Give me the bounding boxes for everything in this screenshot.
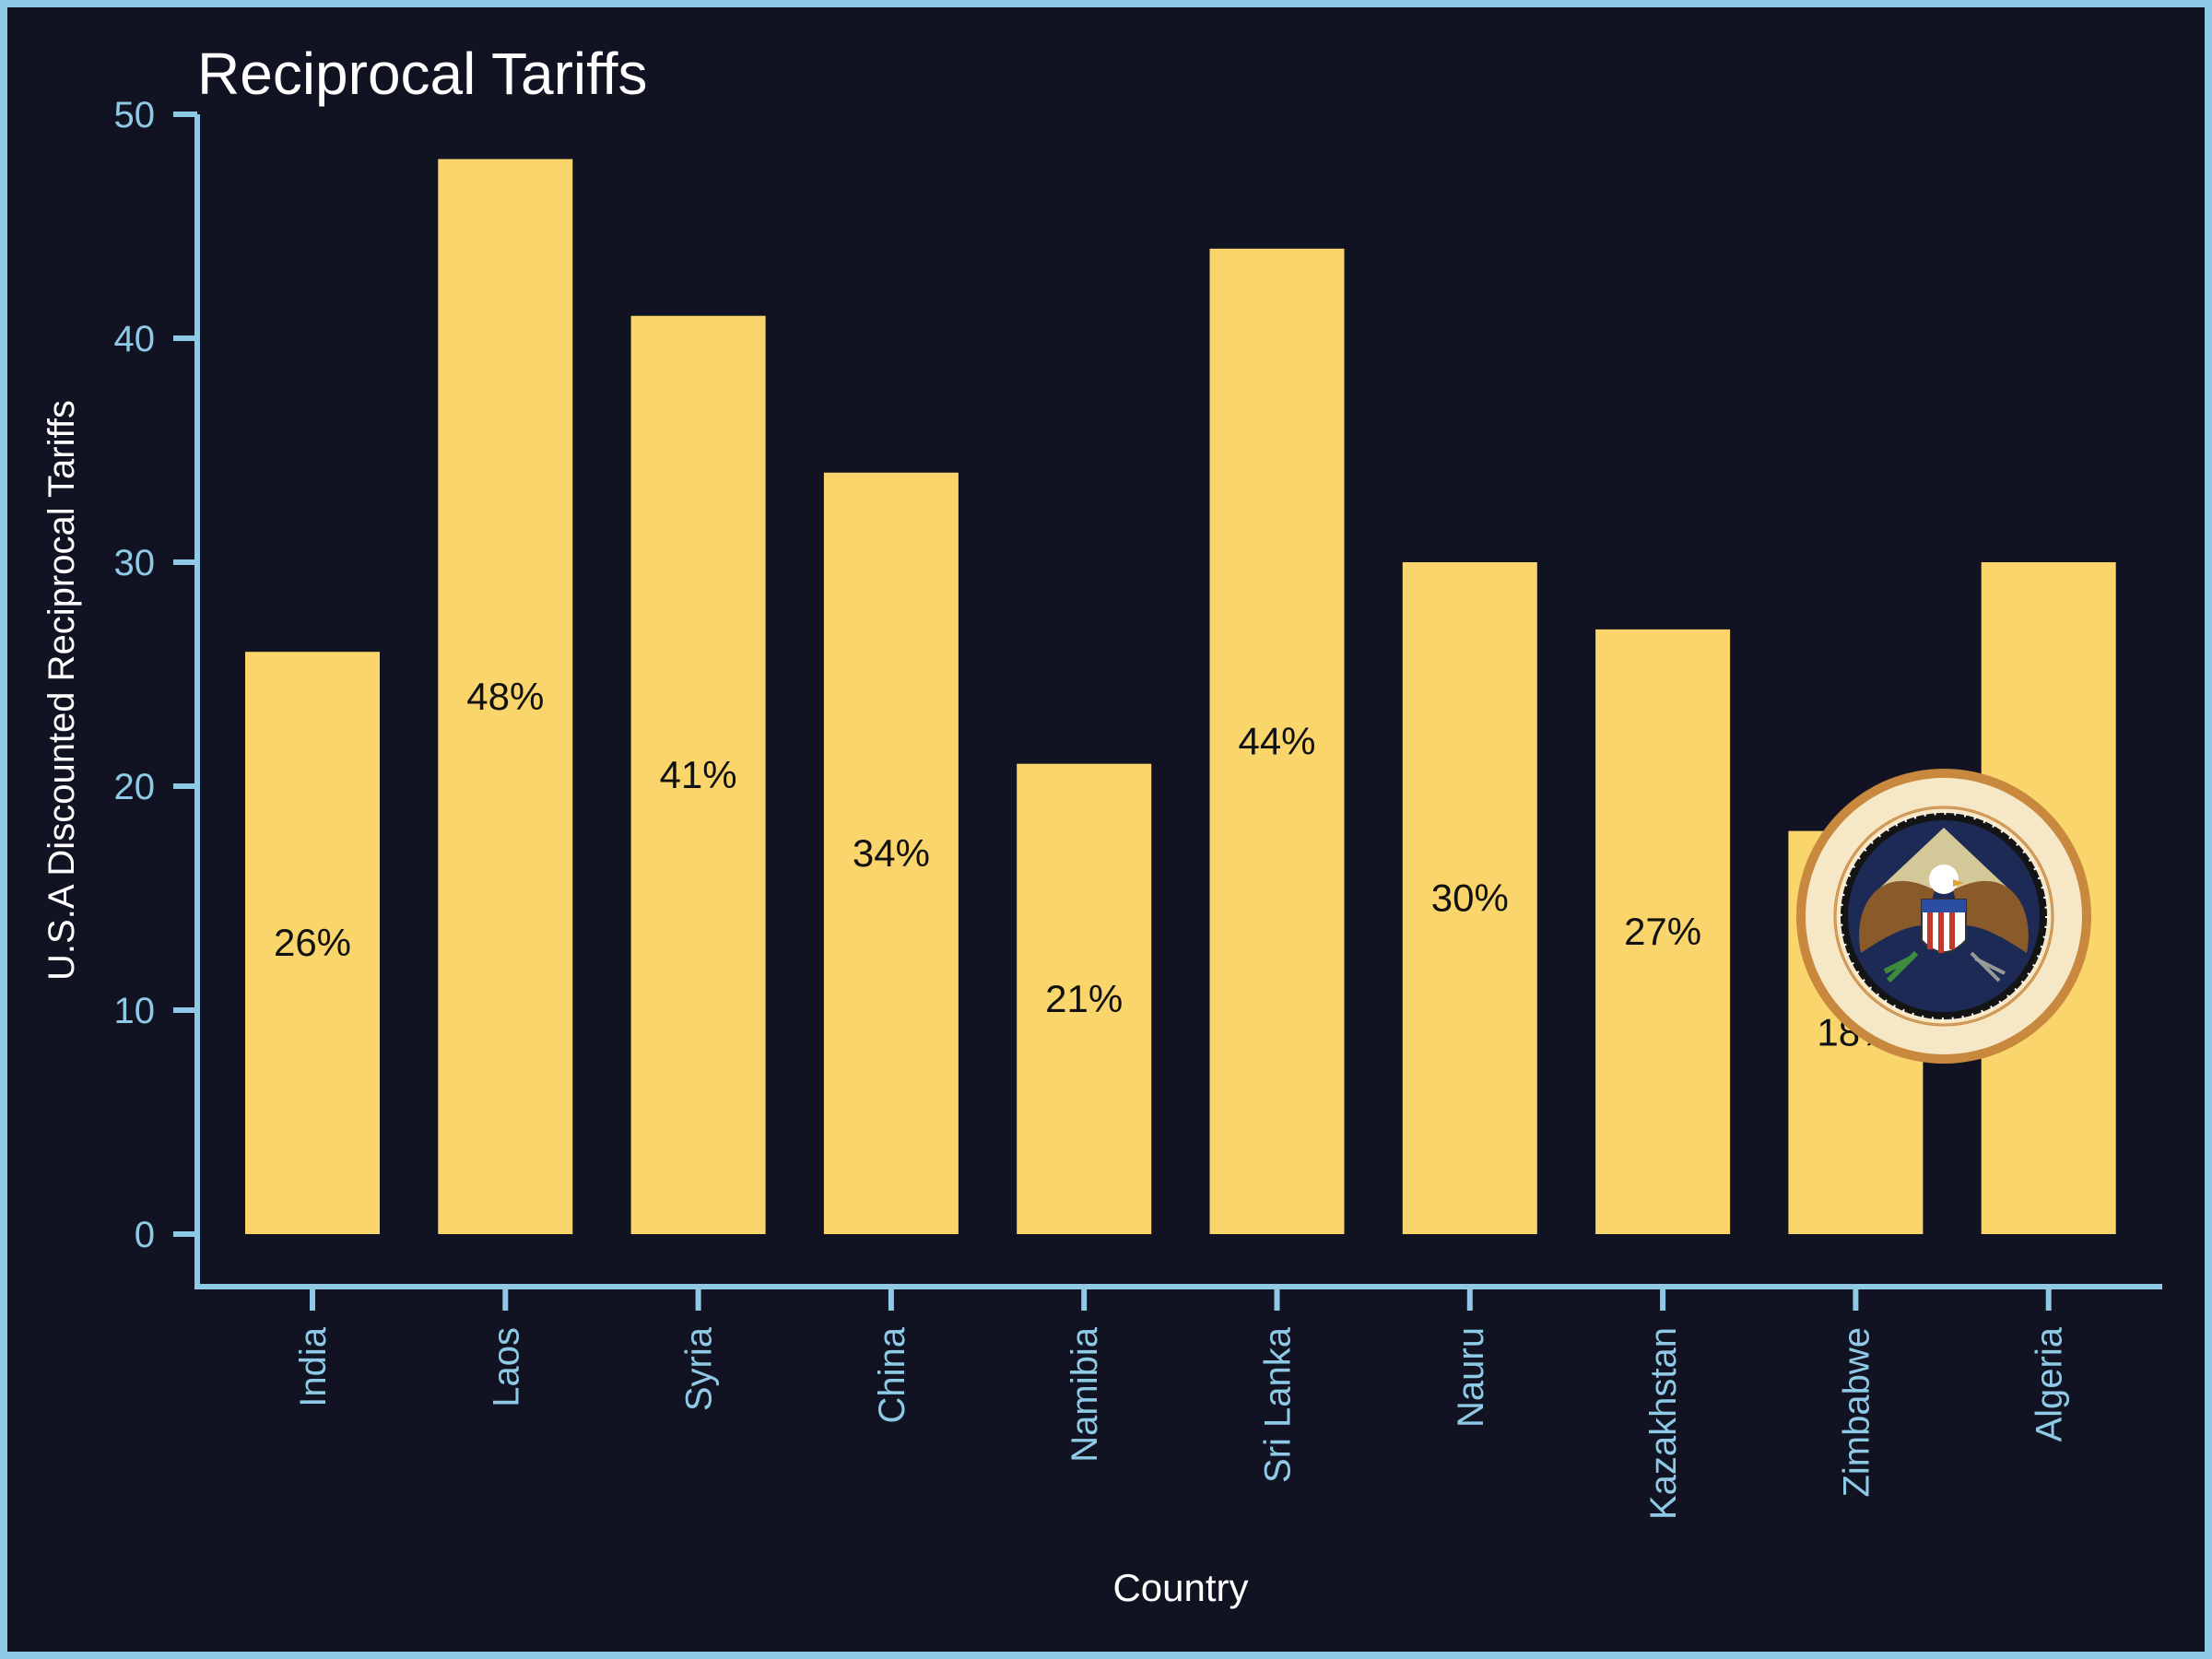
axes — [194, 114, 2162, 1289]
chart-title: Reciprocal Tariffs — [197, 41, 648, 107]
x-tick-label: Kazakhstan — [1643, 1327, 1684, 1520]
y-ticks: 0 10 20 30 40 50 — [114, 95, 197, 1255]
y-axis-label: U.S.A Discounted Reciprocal Tariffs — [41, 400, 82, 981]
x-tick-label: China — [872, 1326, 912, 1423]
x-tick-label: Nauru — [1451, 1327, 1491, 1428]
bar-data-label: 48% — [466, 675, 544, 718]
bar-data-label: 21% — [1045, 977, 1123, 1020]
x-tick-label: Sri Lanka — [1258, 1326, 1299, 1483]
bars — [245, 159, 2116, 1235]
bar-data-label: 27% — [1624, 910, 1701, 953]
bar-data-label: 26% — [274, 921, 351, 964]
x-tick-label: Zimbabwe — [1836, 1327, 1877, 1498]
y-tick-label: 20 — [114, 767, 156, 807]
bar-data-label: 41% — [660, 753, 737, 796]
bar-data-label: 30% — [1431, 877, 1509, 920]
y-tick-label: 50 — [114, 95, 156, 135]
bar — [1017, 763, 1152, 1234]
y-tick-label: 40 — [114, 319, 156, 359]
bar — [438, 159, 573, 1235]
x-tick-label: Algeria — [2030, 1326, 2070, 1441]
x-tick-label: Laos — [486, 1327, 526, 1407]
x-tick-label: Syria — [679, 1326, 720, 1411]
bar — [630, 315, 766, 1234]
x-axis-label: Country — [1112, 1566, 1248, 1609]
bar-data-label: 44% — [1238, 719, 1315, 762]
y-tick-label: 10 — [114, 991, 156, 1031]
bar-data-label: 34% — [853, 831, 930, 875]
bar — [1595, 629, 1731, 1234]
presidential-seal-icon — [1796, 769, 2091, 1064]
bar-labels: 26%48%41%34%21%44%30%27%18%30% — [274, 675, 2088, 1054]
y-tick-label: 0 — [135, 1215, 155, 1255]
x-ticks: India Laos Syria China Namibia Sri Lanka Nauru… — [293, 1287, 2070, 1520]
y-tick-label: 30 — [114, 543, 156, 583]
bar — [245, 652, 380, 1234]
x-tick-label: India — [293, 1326, 334, 1406]
bar — [1402, 562, 1537, 1234]
bar — [1209, 248, 1345, 1234]
bar — [823, 472, 959, 1234]
x-tick-label: Namibia — [1065, 1326, 1105, 1462]
